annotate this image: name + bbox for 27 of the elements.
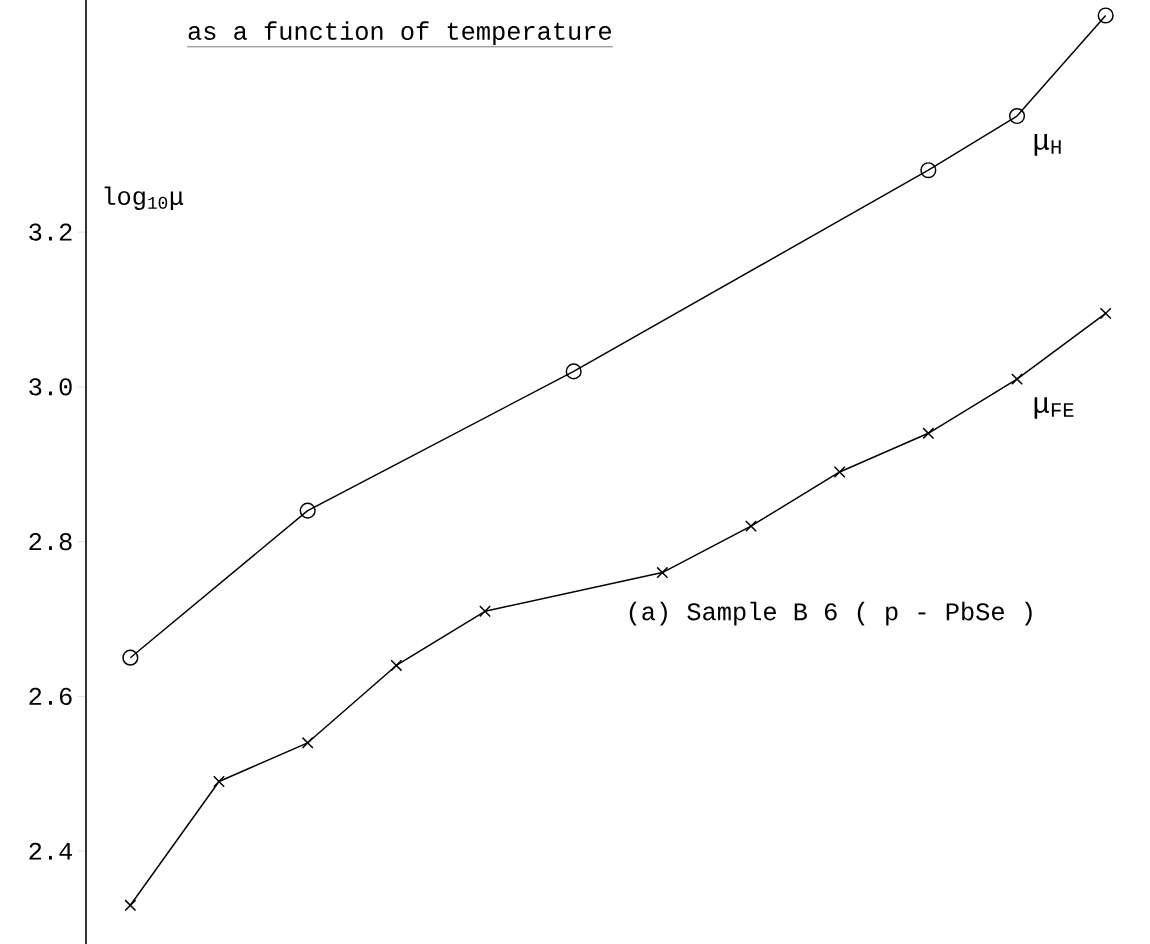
- y-tick-label: 2.8: [29, 533, 72, 551]
- point: [833, 466, 846, 478]
- point: [299, 502, 316, 519]
- point: [1099, 307, 1112, 320]
- point: [745, 520, 757, 533]
- annotation: (a) Sample B 6 ( p - PbSe ): [629, 601, 1032, 626]
- point: [1008, 107, 1026, 125]
- y-tick-label: 3.2: [29, 223, 72, 241]
- point: [301, 736, 314, 749]
- point: [122, 649, 139, 666]
- y-tick-label: 3.0: [29, 378, 72, 396]
- text: as a function of temperature: [188, 21, 611, 45]
- point: [565, 363, 582, 380]
- point: [390, 659, 403, 672]
- point: [213, 775, 225, 788]
- point: [920, 162, 937, 179]
- y-tick-label: 2.4: [29, 842, 72, 860]
- series-label: μ$_{H}$: [1034, 134, 1061, 156]
- point: [124, 899, 137, 912]
- point: [479, 605, 491, 618]
- y-axis-title: log$_{10}$μ: [104, 186, 184, 211]
- series-label: μ$_{FE}$: [1034, 397, 1074, 419]
- point: [1011, 373, 1023, 386]
- point: [1097, 7, 1114, 24]
- y-tick-label: 2.6: [29, 687, 72, 705]
- point: [656, 566, 669, 579]
- point: [922, 427, 935, 440]
